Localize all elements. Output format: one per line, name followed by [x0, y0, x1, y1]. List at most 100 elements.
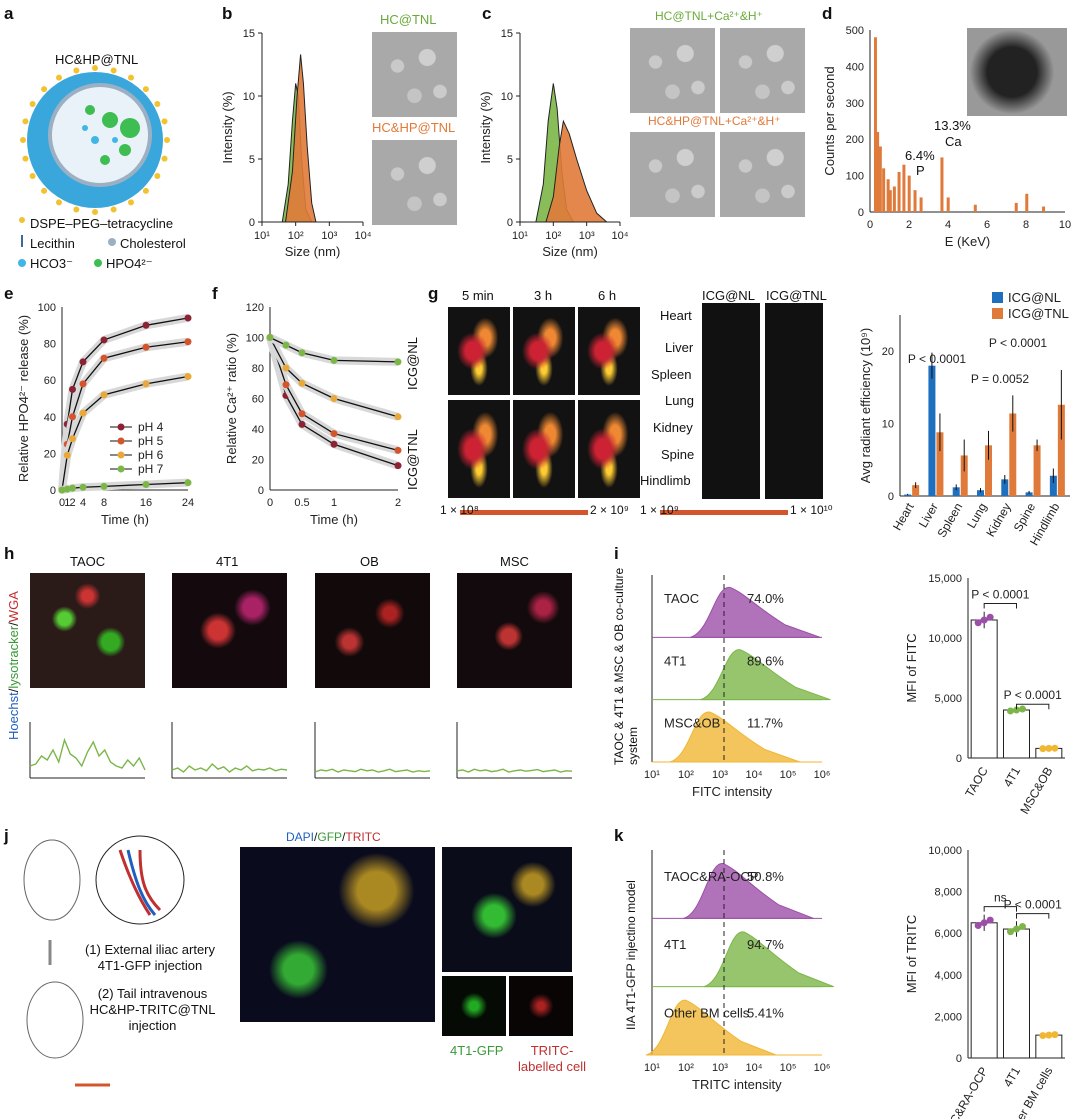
e-y-tick-label: 20 — [44, 448, 56, 460]
i-hist-row-label: 4T1 — [664, 653, 686, 668]
legend-lecithin: Lecithin — [30, 236, 75, 251]
f-point-pH 5 — [394, 446, 402, 454]
e-point-pH 4 — [142, 321, 150, 329]
g-bar-ICG@NL — [928, 365, 936, 496]
k-hist-ylabel: IIA 4T1-GFP injectino model — [624, 880, 638, 1030]
stain-tritc: TRITC — [345, 830, 381, 844]
e-legend-marker — [117, 451, 125, 459]
i-hist-row-label: MSC&OB — [664, 716, 720, 731]
k-hist-x-tick-label: 10³ — [712, 1062, 728, 1074]
e-point-pH 7 — [69, 484, 76, 492]
colorbar-2 — [660, 510, 788, 515]
k-bar-sig-bracket — [983, 906, 1017, 912]
j-step-1: (1) External iliac artery 4T1-GFP inject… — [84, 942, 216, 973]
ivis-tnl-3h — [513, 400, 575, 498]
k-bar-sig-bracket — [1016, 913, 1050, 919]
legend-hco3: HCO3⁻ — [30, 256, 73, 271]
label-c-bottom: HC&HP@TNL+Ca²⁺&H⁺ — [648, 114, 781, 128]
e-legend-label: pH 4 — [138, 420, 164, 434]
i-bar-x-tick-label: TAOC — [962, 764, 991, 799]
hpo4-particle — [102, 112, 118, 128]
dspe-dot — [161, 155, 168, 162]
dspe-dot — [92, 209, 98, 215]
k-bar-x-tick-label: TAOC&RA-OCP — [935, 1065, 991, 1119]
eds-inset-image — [967, 28, 1067, 116]
h-trace-4T1 — [171, 762, 288, 773]
dspe-dot — [161, 118, 168, 125]
i-bar-y-tick-label: 10,000 — [928, 633, 962, 645]
d-peak — [873, 37, 877, 212]
e-point-pH 4 — [79, 358, 87, 366]
k-hist-row-pct: 94.7% — [747, 937, 784, 952]
k-bar-point — [986, 916, 994, 924]
k-bar-y-tick-label: 0 — [956, 1053, 962, 1065]
f-x-tick-label: 1 — [331, 497, 337, 509]
c-y-tick-label: 15 — [501, 28, 513, 40]
panel-letter-d: d — [822, 4, 833, 23]
f-y-tick-label: 120 — [246, 302, 264, 314]
legend-hco3-icon — [18, 259, 26, 267]
scale2-min: 1 × 10⁹ — [640, 503, 679, 517]
tem-image-c4 — [720, 132, 805, 217]
i-bar-y-tick-label: 0 — [956, 753, 962, 765]
hpo4-particle — [85, 105, 95, 115]
e-point-pH 6 — [100, 391, 108, 399]
f-x-tick-label: 2 — [395, 497, 401, 509]
e-y-label: Relative HPO4²⁻ release (%) — [16, 315, 31, 482]
stain-wga: WGA — [6, 591, 21, 623]
e-point-pH 6 — [184, 373, 192, 381]
confocal-4t1 — [172, 573, 287, 688]
j-sub-tritc: TRITC-labelled cell — [518, 1043, 586, 1074]
dspe-dot — [110, 67, 117, 74]
e-point-pH 5 — [100, 354, 108, 362]
k-bar-point — [974, 922, 982, 930]
f-y-label: Relative Ca²⁺ ratio (%) — [224, 333, 239, 464]
e-legend-marker — [117, 423, 125, 431]
g-bar-ICG@TNL — [1033, 445, 1041, 496]
stain-sep3: / — [314, 830, 318, 844]
b-y-tick-label: 15 — [243, 28, 255, 40]
ivis-tnl-5min — [448, 400, 510, 498]
i-bar-y-tick-label: 15,000 — [928, 573, 962, 585]
dspe-dot — [41, 86, 48, 93]
dspe-dot — [29, 101, 36, 107]
g-x-tick-label: Lung — [964, 501, 989, 531]
d-x-tick-label: 8 — [1023, 219, 1029, 231]
g-pval: P < 0.0001 — [989, 336, 1047, 350]
e-x-tick-label: 2 — [69, 497, 75, 509]
e-y-tick-label: 60 — [44, 375, 56, 387]
e-point-pH 4 — [184, 314, 192, 322]
e-x-tick-label: 16 — [140, 497, 152, 509]
i-hist-x-tick-label: 10¹ — [644, 769, 660, 781]
dspe-dot — [22, 155, 29, 162]
f-y-tick-label: 0 — [258, 485, 264, 497]
e-legend-label: pH 7 — [138, 462, 164, 476]
f-x-tick-label: 0 — [267, 497, 273, 509]
d-y-tick-label: 200 — [846, 134, 864, 146]
scale2-max: 1 × 10¹⁰ — [790, 503, 833, 517]
g-bar-ICG@NL — [952, 487, 960, 496]
colorbar-1 — [460, 510, 588, 515]
b-x-tick-label: 10³ — [321, 230, 337, 242]
tem-image-c3 — [630, 132, 715, 217]
organ-spine: Spine — [661, 447, 695, 462]
e-point-pH 7 — [79, 483, 87, 491]
i-bar-x-tick-label: 4T1 — [1001, 764, 1024, 789]
g-bar-ICG@NL — [1001, 479, 1009, 496]
h-trace-TAOC — [29, 737, 146, 771]
liposome-core — [48, 83, 152, 187]
panel-letter-h: h — [4, 544, 15, 563]
c-area-HC&HP@TNL — [545, 119, 609, 223]
ivis-nl-5min — [448, 307, 510, 395]
g-x-tick-label: Heart — [890, 500, 917, 533]
confocal-taoc — [30, 573, 145, 688]
confocal-ob — [315, 573, 430, 688]
tem-image-hc-tnl — [372, 32, 457, 117]
e-x-tick-label: 0 — [59, 497, 65, 509]
e-x-tick-label: 24 — [182, 497, 194, 509]
legend-cholesterol: Cholesterol — [120, 236, 186, 251]
ivis-nl-6h — [578, 307, 640, 395]
d-y-label: Counts per second — [822, 66, 837, 175]
dspe-dot — [154, 173, 161, 179]
e-legend-label: pH 6 — [138, 448, 164, 462]
